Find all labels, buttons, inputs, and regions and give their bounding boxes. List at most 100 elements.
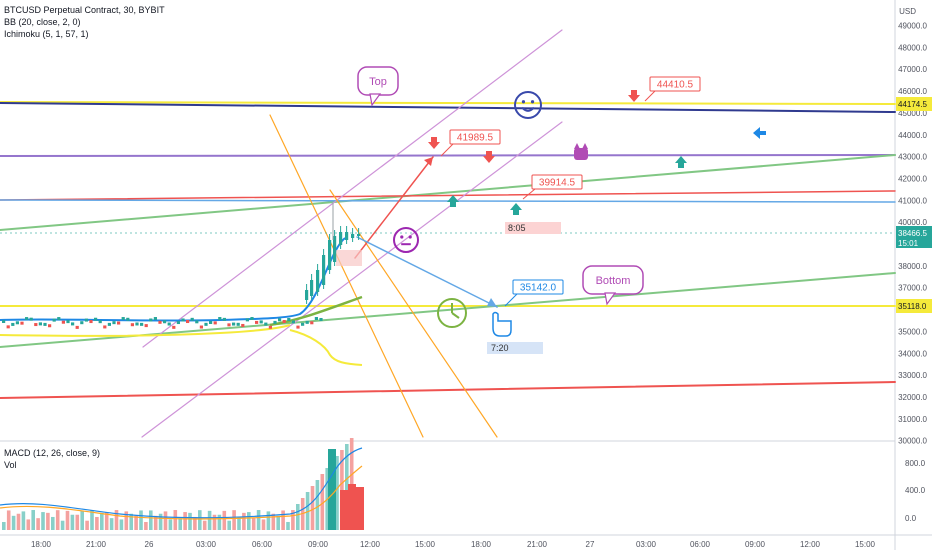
y-tick-label: 35000.0 [898, 327, 927, 336]
candle [199, 325, 203, 329]
horizontal-level-line [0, 101, 896, 105]
y-tick-label: 32000.0 [898, 393, 927, 402]
candle [112, 321, 116, 325]
up-arrow-marker [510, 203, 522, 215]
macd-y-tick: 800.0 [905, 459, 926, 468]
volume-bar [41, 512, 45, 530]
ichimoku-line [0, 324, 291, 337]
volume-bar [149, 510, 153, 530]
candle [255, 320, 259, 324]
volume-bar [51, 516, 55, 530]
volume-bar [46, 512, 50, 530]
x-tick-label: 03:00 [196, 540, 217, 549]
candle [310, 280, 314, 296]
candle [20, 321, 24, 325]
x-tick-label: 09:00 [308, 540, 329, 549]
volume-bar [178, 518, 182, 530]
volume-bar [55, 510, 60, 530]
macd-indicator-label[interactable]: MACD (12, 26, close, 9) [4, 448, 101, 458]
candle [57, 317, 61, 321]
chart-legend: BTCUSD Perpetual Contract, 30, BYBIT BB … [4, 4, 165, 40]
volume-bar [227, 520, 231, 530]
volume-bar [256, 510, 261, 530]
candle [34, 323, 38, 327]
price-callout: 39914.5 [539, 178, 576, 189]
candle [144, 324, 148, 328]
ichimoku-indicator-label[interactable]: Ichimoku (5, 1, 57, 1) [4, 29, 89, 39]
trend-line [0, 190, 896, 201]
candle [316, 270, 320, 292]
candle [11, 322, 15, 326]
macd-legend: MACD (12, 26, close, 9) Vol [4, 447, 100, 471]
bottom-label-tail [604, 292, 617, 306]
x-tick-label: 12:00 [800, 540, 821, 549]
volume-bar [144, 521, 148, 530]
x-tick-label: 09:00 [745, 540, 766, 549]
volume-bar [247, 512, 251, 530]
y-tick-label: 43000.0 [898, 153, 927, 162]
current-price-tag-box [896, 226, 932, 248]
candle [163, 320, 167, 324]
volume-bar [320, 474, 325, 530]
volume-bar [158, 513, 163, 530]
bb-basis-line [0, 237, 346, 322]
volume-bar [348, 484, 356, 530]
smiley-face-icon-eye [530, 100, 535, 104]
callout-pointer [644, 90, 656, 102]
neutral-face-icon [393, 227, 419, 253]
candle [15, 321, 19, 325]
volume-bar [251, 518, 256, 530]
neutral-face-icon-eye [408, 235, 412, 239]
candle [204, 322, 208, 326]
clock-hand [451, 312, 460, 319]
candle [140, 322, 144, 326]
x-tick-label: 06:00 [690, 540, 711, 549]
x-tick-label: 27 [586, 540, 595, 549]
candle [48, 324, 52, 328]
volume-bar [232, 510, 236, 530]
channel-line [269, 114, 424, 438]
top-label: Top [369, 76, 387, 88]
candle [103, 325, 107, 329]
channel-line [142, 29, 563, 348]
candle [89, 320, 93, 324]
volume-bar [16, 513, 21, 530]
volume-bar [31, 510, 35, 530]
x-tick-label: 03:00 [636, 540, 657, 549]
x-tick-label: 18:00 [471, 540, 492, 549]
volume-bar [65, 510, 70, 530]
volume-bar [198, 510, 202, 530]
candle [98, 320, 102, 324]
volume-bar [119, 519, 124, 530]
volume-indicator-label[interactable]: Vol [4, 460, 17, 470]
volume-bar [168, 519, 173, 530]
candle [245, 318, 249, 322]
candle [195, 320, 199, 324]
currency-label: USD [899, 7, 916, 16]
bb-indicator-label[interactable]: BB (20, close, 2, 0) [4, 17, 81, 27]
candle [149, 318, 153, 322]
time-range-box [487, 342, 543, 354]
x-tick-label: 12:00 [360, 540, 381, 549]
candle [209, 321, 213, 325]
candle [135, 322, 139, 326]
symbol-title[interactable]: BTCUSD Perpetual Contract, 30, BYBIT [4, 5, 165, 15]
callout-pointer [440, 143, 454, 157]
volume-bar [315, 480, 320, 530]
clock-face-icon [437, 298, 467, 328]
candle [259, 320, 263, 324]
smiley-face-icon [514, 91, 542, 119]
candle [322, 255, 326, 285]
cat-ear [574, 143, 580, 149]
volume-bar [85, 520, 89, 530]
candle [25, 317, 29, 321]
volume-bar [286, 521, 290, 530]
candle [268, 325, 272, 329]
forecast-path [356, 236, 498, 308]
volume-bar [124, 511, 129, 530]
short-position-zone [336, 250, 362, 266]
candle [310, 321, 314, 325]
trend-line [0, 154, 896, 231]
